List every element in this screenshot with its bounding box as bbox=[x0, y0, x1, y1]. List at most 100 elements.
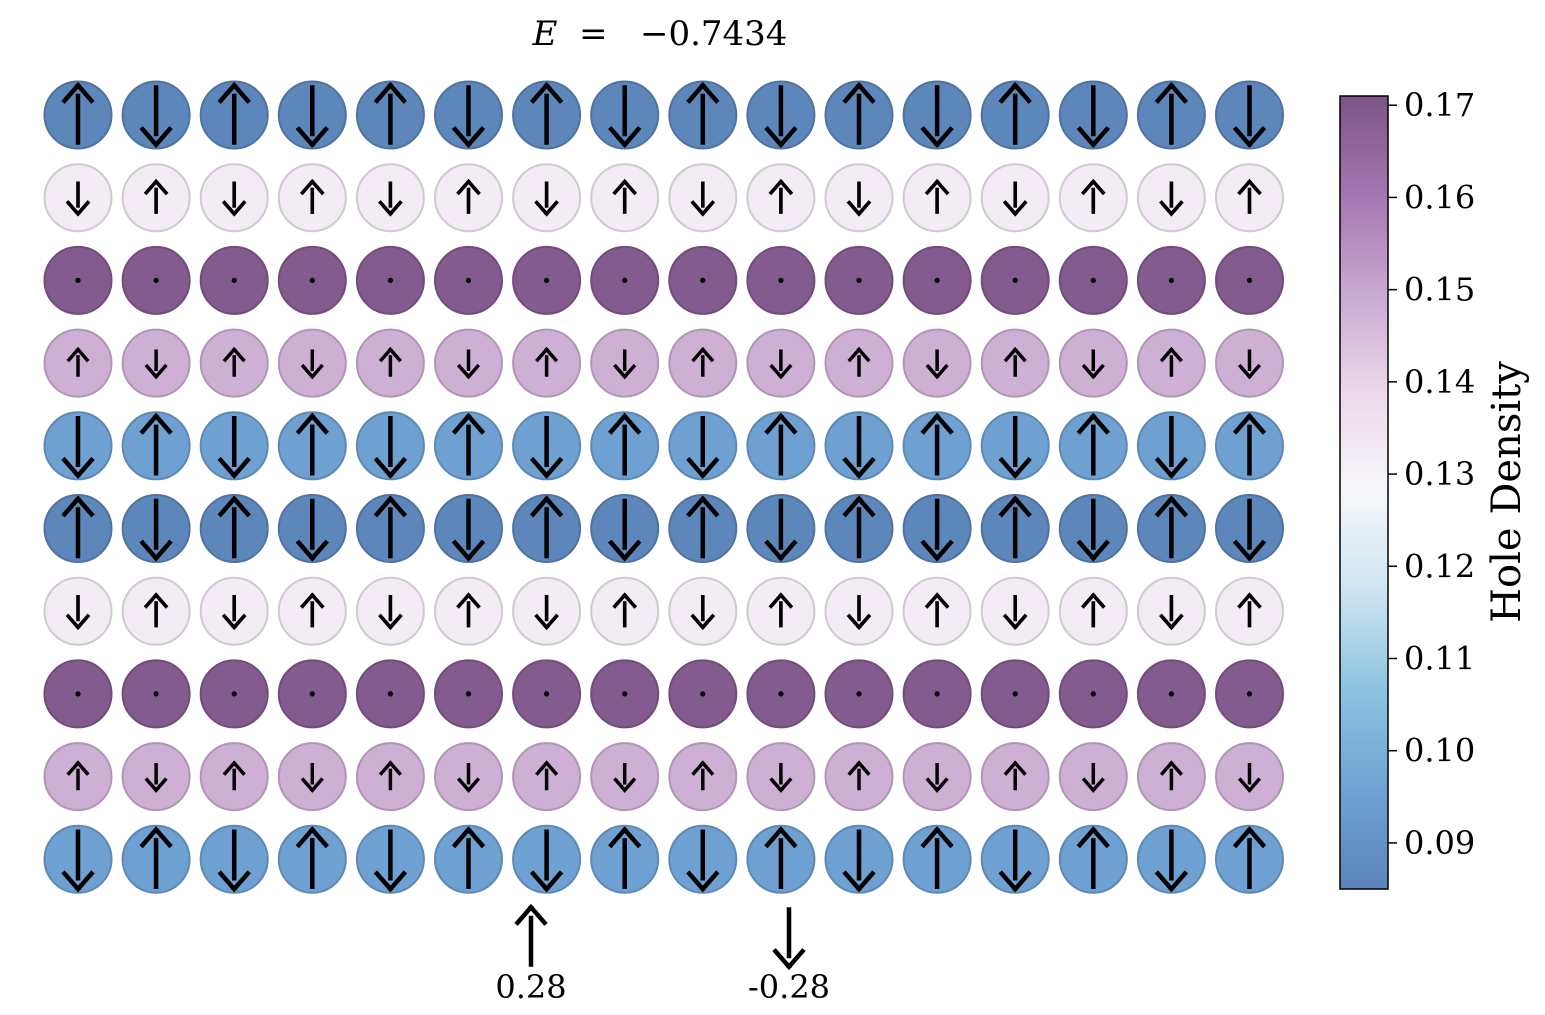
spin-up-arrow bbox=[1154, 82, 1189, 145]
lattice-site bbox=[434, 80, 503, 150]
spin-up-arrow bbox=[143, 592, 169, 628]
lattice-site bbox=[1136, 411, 1206, 481]
spin-down-arrow bbox=[451, 498, 486, 562]
spin-up-arrow bbox=[378, 760, 402, 791]
spin-down-arrow bbox=[300, 349, 324, 380]
lattice-site bbox=[824, 328, 894, 398]
zero-spin-dot bbox=[934, 277, 940, 283]
spin-up-arrow bbox=[1080, 178, 1106, 214]
lattice-site bbox=[1136, 824, 1206, 894]
zero-spin-dot bbox=[387, 691, 393, 697]
lattice-site bbox=[277, 824, 347, 894]
spin-down-arrow bbox=[925, 349, 949, 380]
spin-down-arrow bbox=[690, 595, 716, 630]
lattice-site bbox=[199, 411, 269, 481]
spin-down-arrow bbox=[65, 595, 91, 630]
spin-down-arrow bbox=[1002, 181, 1028, 217]
lattice-site bbox=[902, 80, 972, 150]
spin-down-arrow bbox=[217, 829, 251, 893]
lattice-site bbox=[1136, 245, 1206, 315]
spin-down-arrow bbox=[61, 416, 95, 479]
lattice-site bbox=[355, 163, 425, 233]
lattice-site bbox=[512, 824, 582, 894]
spin-up-arrow bbox=[998, 495, 1032, 559]
spin-up-arrow bbox=[764, 826, 798, 890]
lattice-site bbox=[121, 163, 191, 233]
lattice-site bbox=[668, 411, 738, 481]
colorbar-tick-label: 0.14 bbox=[1404, 363, 1475, 401]
colorbar-tick-label: 0.16 bbox=[1404, 178, 1475, 216]
lattice-site bbox=[902, 576, 972, 646]
spin-up-arrow bbox=[612, 178, 638, 214]
spin-down-arrow bbox=[61, 829, 95, 893]
spin-up-arrow bbox=[691, 760, 715, 791]
spin-down-arrow bbox=[925, 762, 949, 793]
lattice-site bbox=[746, 411, 816, 481]
lattice-site bbox=[43, 576, 113, 646]
lattice-site bbox=[199, 328, 269, 398]
spin-up-arrow bbox=[451, 826, 486, 890]
spin-down-arrow bbox=[144, 349, 168, 380]
spin-up-arrow bbox=[608, 412, 642, 476]
spin-up-arrow bbox=[66, 347, 90, 377]
lattice-site bbox=[902, 659, 972, 729]
lattice-site bbox=[590, 742, 660, 812]
lattice-site bbox=[434, 742, 503, 812]
lattice-site bbox=[590, 576, 660, 646]
lattice-site bbox=[902, 245, 972, 315]
spin-up-arrow bbox=[842, 82, 876, 145]
lattice-site bbox=[824, 659, 894, 729]
zero-spin-dot bbox=[75, 277, 81, 283]
spin-down-arrow bbox=[1237, 762, 1262, 793]
zero-spin-dot bbox=[153, 277, 159, 283]
spin-up-arrow bbox=[1154, 495, 1189, 559]
spin-up-arrow bbox=[299, 178, 325, 214]
lattice-site bbox=[199, 163, 269, 233]
lattice-site bbox=[1215, 80, 1284, 150]
spin-down-arrow bbox=[373, 829, 408, 893]
lattice-site bbox=[590, 80, 660, 150]
spin-down-arrow bbox=[769, 349, 793, 380]
lattice-site bbox=[668, 80, 738, 150]
lattice-site bbox=[668, 328, 738, 398]
lattice-site bbox=[1136, 328, 1206, 398]
lattice-site bbox=[277, 80, 347, 150]
spin-down-arrow bbox=[1159, 181, 1184, 217]
lattice-site bbox=[590, 328, 660, 398]
lattice-site bbox=[590, 163, 660, 233]
lattice-site bbox=[355, 742, 425, 812]
spin-legend: 0.28 -0.28 bbox=[495, 904, 830, 1006]
lattice-site bbox=[980, 411, 1050, 481]
zero-spin-dot bbox=[465, 691, 472, 697]
spin-up-arrow bbox=[1003, 347, 1027, 377]
spin-down-arrow bbox=[769, 762, 793, 793]
spin-down-arrow bbox=[1232, 498, 1267, 562]
lattice-site bbox=[121, 494, 191, 563]
lattice-site bbox=[121, 245, 191, 315]
title-equals: = bbox=[568, 14, 629, 54]
lattice-site bbox=[434, 163, 503, 233]
lattice-site bbox=[277, 328, 347, 398]
spin-down-arrow bbox=[1232, 85, 1267, 148]
spin-up-arrow bbox=[373, 495, 408, 559]
lattice-site bbox=[355, 494, 425, 563]
spin-down-arrow bbox=[1154, 829, 1189, 893]
lattice-site bbox=[824, 824, 894, 894]
spin-up-arrow bbox=[529, 495, 564, 559]
lattice-site bbox=[902, 328, 972, 398]
spin-up-arrow bbox=[217, 495, 251, 559]
spin-up-arrow bbox=[920, 826, 954, 890]
colorbar-label: Hole Density bbox=[1484, 361, 1530, 623]
spin-up-arrow bbox=[222, 347, 246, 377]
spin-down-arrow bbox=[144, 762, 168, 793]
lattice-site bbox=[824, 80, 894, 150]
lattice-site bbox=[746, 328, 816, 398]
zero-spin-dot bbox=[1090, 691, 1096, 697]
zero-spin-dot bbox=[1246, 691, 1253, 697]
spin-down-arrow bbox=[1081, 349, 1105, 380]
lattice-site bbox=[512, 411, 582, 481]
lattice-site bbox=[1058, 80, 1128, 150]
lattice-site bbox=[590, 411, 660, 481]
spin-lattice bbox=[43, 80, 1284, 894]
